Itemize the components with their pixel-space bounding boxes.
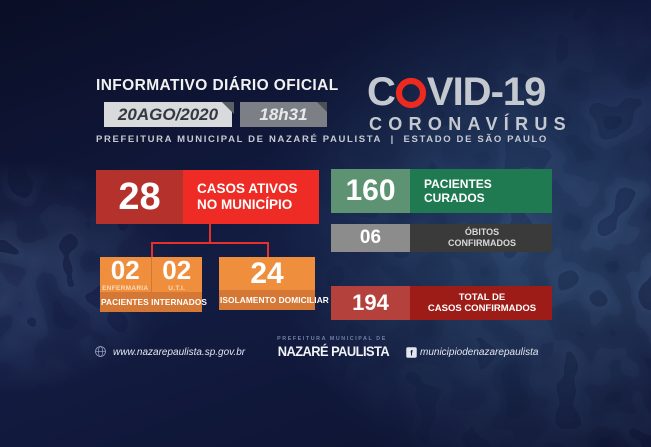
svg-text:f: f (410, 349, 413, 358)
